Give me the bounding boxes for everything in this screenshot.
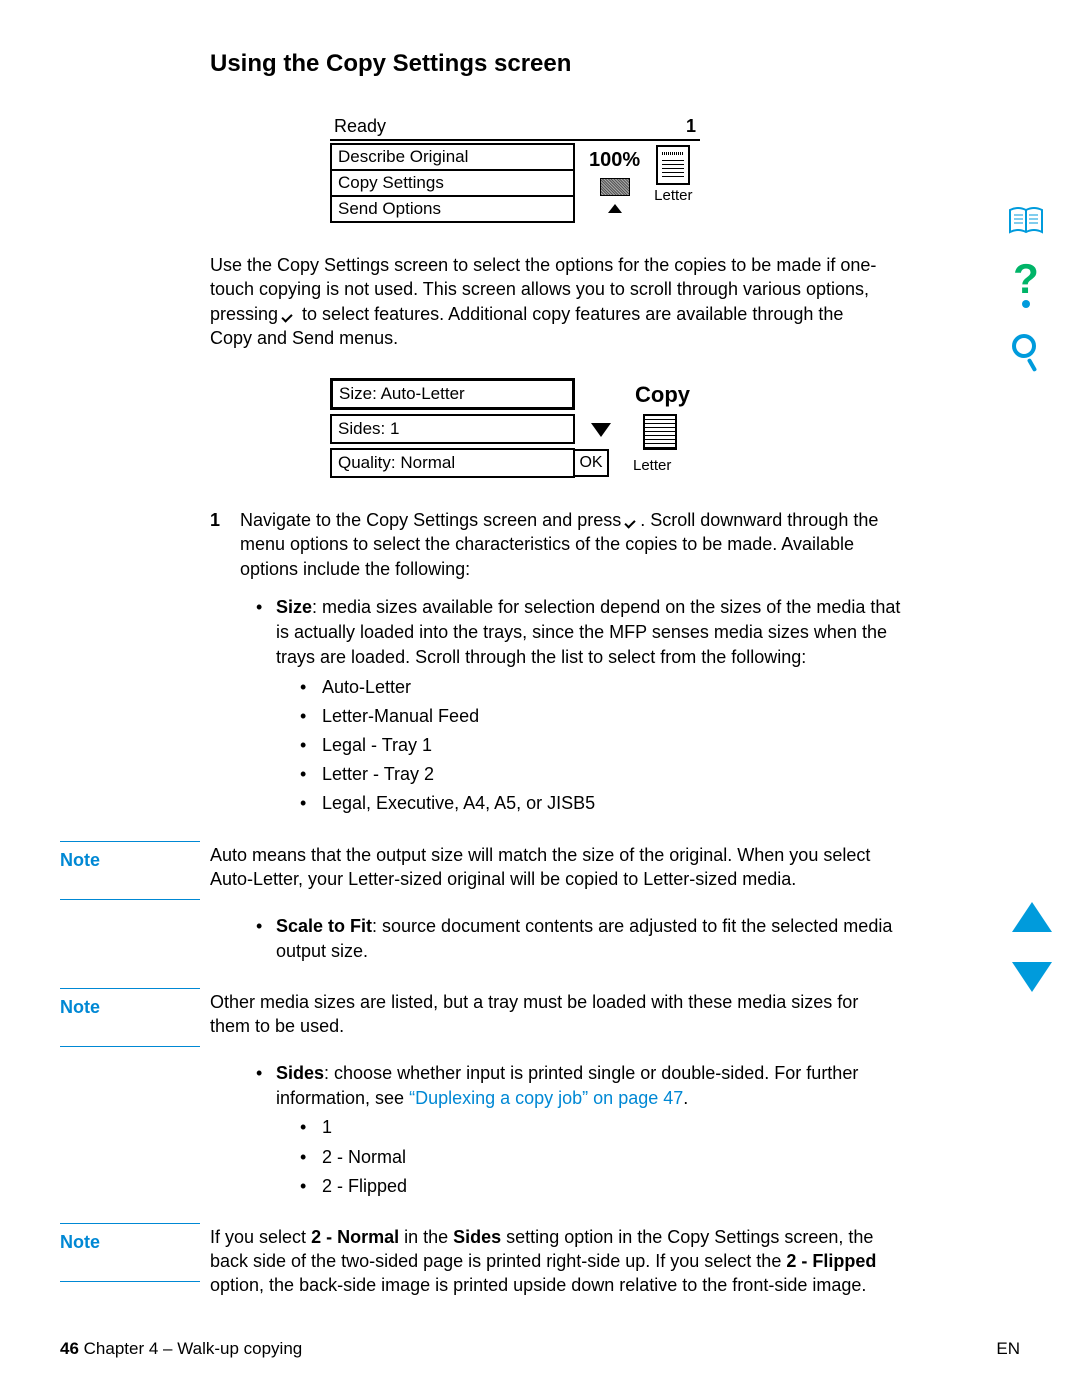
note-label: Note	[60, 1223, 200, 1282]
check-icon	[626, 516, 640, 526]
ready-label: Ready	[334, 116, 386, 137]
list-item: Auto-Letter	[322, 675, 906, 700]
step-number: 1	[210, 508, 240, 581]
note-body: Other media sizes are listed, but a tray…	[210, 988, 890, 1047]
sidebar-tools: ?	[1006, 206, 1046, 376]
preview-thumb	[600, 178, 630, 196]
list-item: Legal, Executive, A4, A5, or JISB5	[322, 791, 906, 816]
note-block: Note Other media sizes are listed, but a…	[60, 988, 1020, 1047]
page-up-button[interactable]	[1012, 902, 1052, 932]
list-item: Letter-Manual Feed	[322, 704, 906, 729]
down-arrow-icon	[591, 423, 611, 437]
paper-label: Letter	[654, 187, 692, 204]
note-block: Note If you select 2 - Normal in the Sid…	[60, 1223, 1020, 1298]
duplexing-link[interactable]: “Duplexing a copy job” on page 47	[409, 1088, 683, 1108]
paper-icon	[656, 145, 690, 185]
list-item: 1	[322, 1115, 906, 1140]
list-item: 2 - Normal	[322, 1145, 906, 1170]
setting-row: Quality: Normal	[330, 448, 575, 478]
list-item: Legal - Tray 1	[322, 733, 906, 758]
list-item: Letter - Tray 2	[322, 762, 906, 787]
menu-row: Copy Settings	[330, 169, 575, 197]
menu-row: Send Options	[330, 195, 575, 223]
sides-bullet: • Sides: choose whether input is printed…	[256, 1061, 906, 1199]
screen-illustration-1: Ready 1 Describe Original Copy Settings …	[330, 114, 1020, 223]
note-label: Note	[60, 988, 200, 1047]
paper-icon	[643, 414, 677, 450]
note-body: If you select 2 - Normal in the Sides se…	[210, 1223, 890, 1298]
page-footer: 46 Chapter 4 – Walk-up copying EN	[60, 1339, 1020, 1359]
book-icon[interactable]	[1008, 206, 1044, 236]
setting-row: Size: Auto-Letter	[330, 378, 575, 410]
up-indicator-icon	[608, 204, 622, 213]
check-icon	[283, 310, 297, 320]
page-nav	[1012, 902, 1052, 992]
page-content: Using the Copy Settings screen Ready 1 D…	[60, 50, 1020, 1306]
screen-illustration-2: Size: Auto-Letter Copy Sides: 1 Quality:…	[330, 380, 1020, 478]
setting-row: Sides: 1	[330, 414, 575, 444]
ok-indicator: OK	[573, 449, 609, 477]
zoom-percent: 100%	[589, 149, 640, 172]
note-body: Auto means that the output size will mat…	[210, 841, 890, 900]
page-number: 46	[60, 1339, 79, 1358]
language-label: EN	[996, 1339, 1020, 1359]
note-block: Note Auto means that the output size wil…	[60, 841, 1020, 900]
copy-count: 1	[686, 116, 696, 137]
search-icon[interactable]	[1008, 332, 1044, 376]
menu-row: Describe Original	[330, 143, 575, 171]
size-bullet: • Size: media sizes available for select…	[256, 595, 906, 817]
intro-paragraph: Use the Copy Settings screen to select t…	[210, 253, 890, 350]
page-heading: Using the Copy Settings screen	[210, 50, 1020, 78]
list-item: 2 - Flipped	[322, 1174, 906, 1199]
note-label: Note	[60, 841, 200, 900]
copy-label: Copy	[635, 382, 690, 408]
paper-label: Letter	[633, 457, 671, 474]
chapter-label: Chapter 4 – Walk-up copying	[79, 1339, 302, 1358]
page-down-button[interactable]	[1012, 962, 1052, 992]
scale-bullet: • Scale to Fit: source document contents…	[256, 914, 906, 964]
step-1: 1 Navigate to the Copy Settings screen a…	[210, 508, 910, 581]
help-icon[interactable]: ?	[1013, 260, 1039, 308]
